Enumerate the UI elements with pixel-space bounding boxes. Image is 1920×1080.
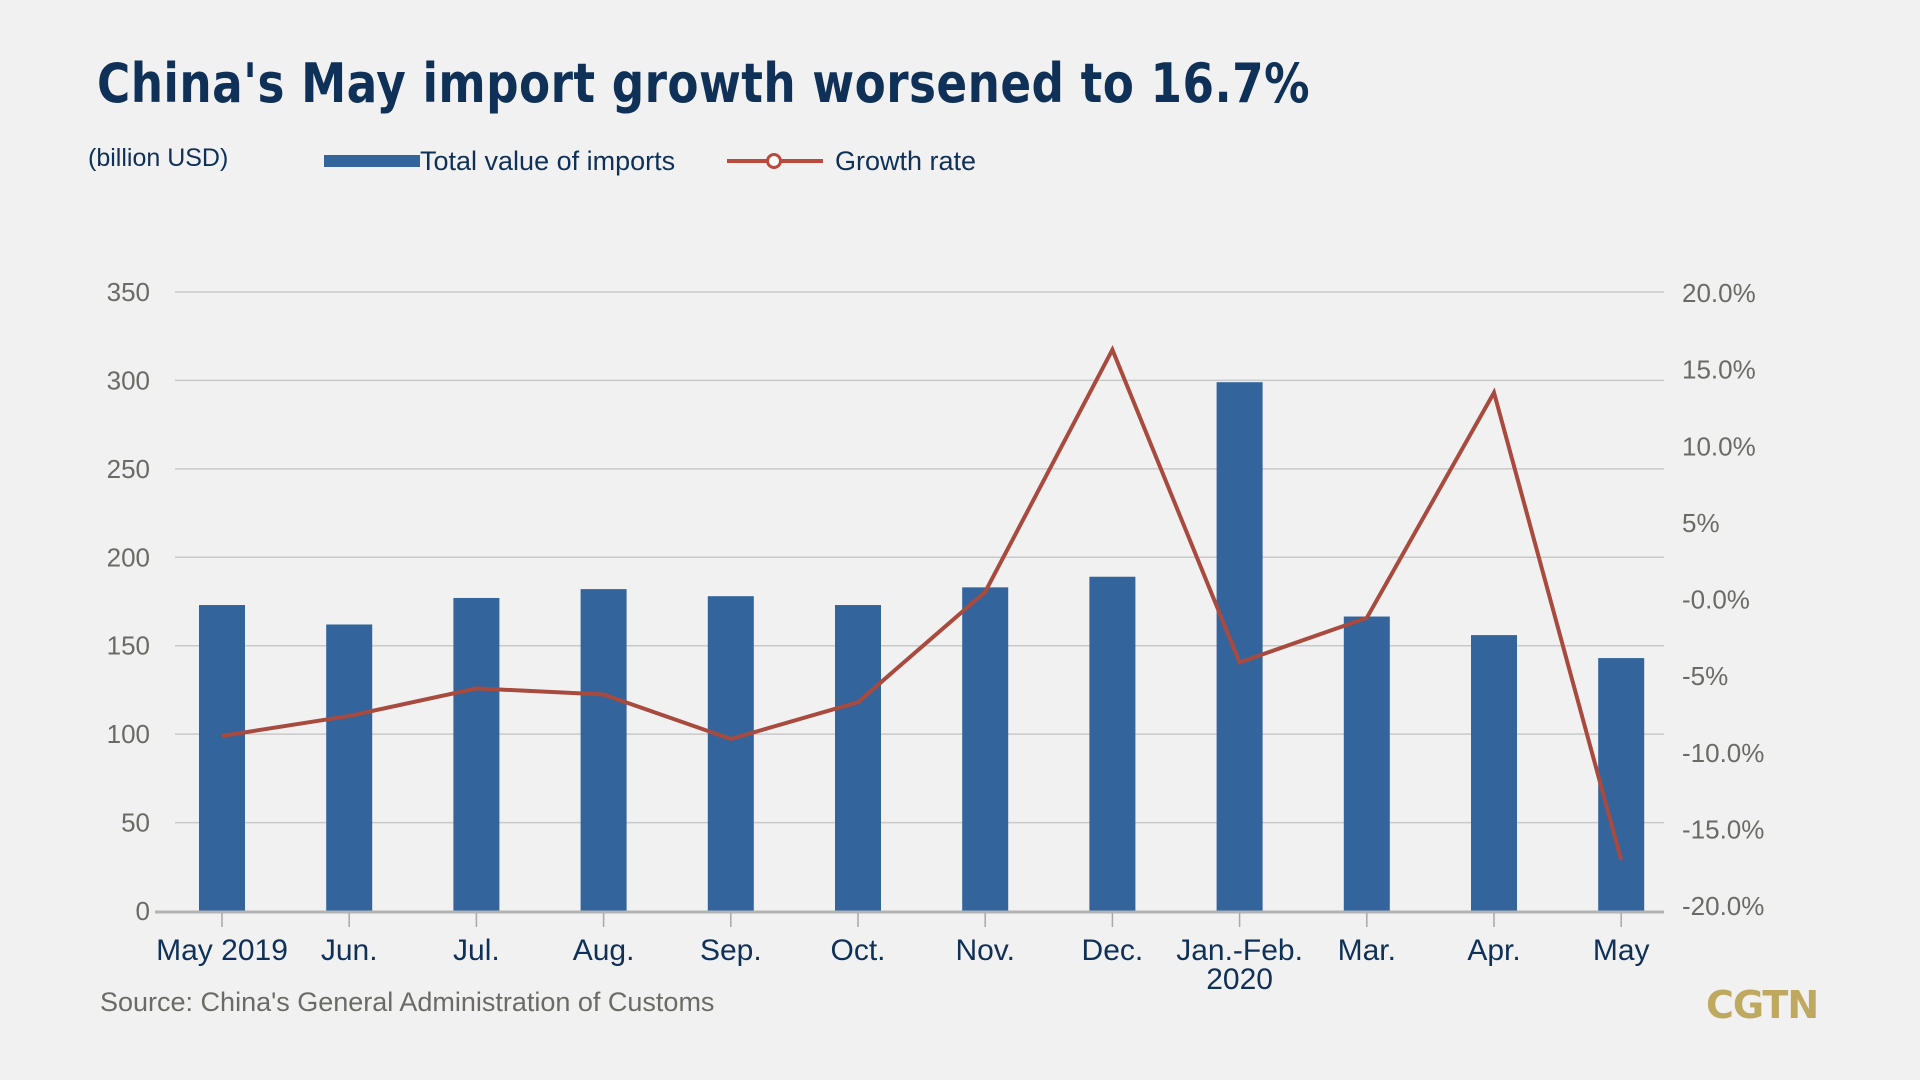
bar	[1089, 576, 1136, 911]
x-category-label: Mar.	[1338, 934, 1396, 967]
y2-tick-label: -20.0%	[1682, 891, 1764, 921]
x-category-label: Aug.	[573, 934, 635, 967]
y-tick-label: 300	[107, 365, 150, 395]
bar	[1343, 616, 1390, 911]
growth-rate-line	[221, 344, 1624, 861]
y2-tick-label: -10.0%	[1682, 738, 1764, 768]
y-tick-label: 0	[136, 896, 150, 926]
gridlines	[175, 291, 1664, 824]
legend-line-swatch	[727, 153, 823, 169]
x-category-label: Apr.	[1467, 934, 1520, 967]
y-tick-label: 200	[107, 542, 150, 572]
bar	[326, 624, 373, 911]
bar	[199, 605, 245, 911]
legend-item-growth: Growth rate	[727, 146, 976, 176]
y2-tick-label: -15.0%	[1682, 814, 1764, 844]
x-category-label: Dec.	[1082, 934, 1144, 967]
bar	[1216, 382, 1263, 911]
x-category-label: May	[1593, 934, 1650, 967]
y2-tick-label: 20.0%	[1682, 278, 1756, 308]
bar-series	[199, 382, 1645, 911]
y2-tick-label: -5%	[1682, 661, 1728, 691]
y-tick-label: 50	[121, 808, 150, 838]
bar	[835, 605, 881, 911]
bar	[453, 597, 500, 911]
source-note: Source: China's General Administration o…	[100, 987, 715, 1017]
y-axis-left: 0 50 100 150 200 250 300 350	[107, 277, 150, 926]
bar	[962, 587, 1009, 911]
y-tick-label: 150	[107, 631, 150, 661]
x-category-label: Jan.-Feb. 2020	[1176, 934, 1303, 996]
x-axis-labels: May 2019 Jun. Jul. Aug. Sep. Oct. Nov. Dec. Jan.…	[156, 934, 1649, 996]
y2-tick-label: 15.0%	[1682, 355, 1756, 385]
bar	[707, 596, 754, 911]
bar	[1598, 658, 1645, 911]
legend-label-growth: Growth rate	[835, 145, 977, 176]
y-axis-right: -20.0% -15.0% -10.0% -5% -0.0% 5% 10.0% 15.0% 20…	[1682, 278, 1764, 921]
x-category-label: Jun.	[321, 934, 378, 967]
y-tick-label: 350	[107, 277, 150, 307]
x-category-label: Sep.	[700, 934, 762, 967]
y-tick-label: 250	[107, 454, 150, 484]
x-category-label: Nov.	[955, 934, 1014, 967]
legend-label-imports: Total value of imports	[420, 145, 676, 176]
y2-tick-label: 10.0%	[1682, 431, 1756, 461]
y-tick-label: 100	[107, 719, 150, 749]
legend-item-imports: Total value of imports	[324, 146, 675, 176]
legend-bar-swatch	[324, 155, 420, 167]
x-axis	[155, 910, 1664, 927]
bar	[1471, 635, 1517, 911]
line-series	[221, 344, 1624, 861]
x-category-label: Oct.	[830, 934, 885, 967]
cgtn-logo: CGTN	[1706, 983, 1819, 1027]
x-category-label: May 2019	[156, 934, 288, 967]
y-axis-unit-label: (billion USD)	[88, 144, 229, 172]
y2-tick-label: 5%	[1682, 508, 1720, 538]
bar	[580, 589, 627, 911]
y2-tick-label: -0.0%	[1682, 585, 1750, 615]
chart-title: China's May import growth worsened to 16…	[97, 52, 1310, 115]
x-category-label: Jul.	[453, 934, 500, 967]
